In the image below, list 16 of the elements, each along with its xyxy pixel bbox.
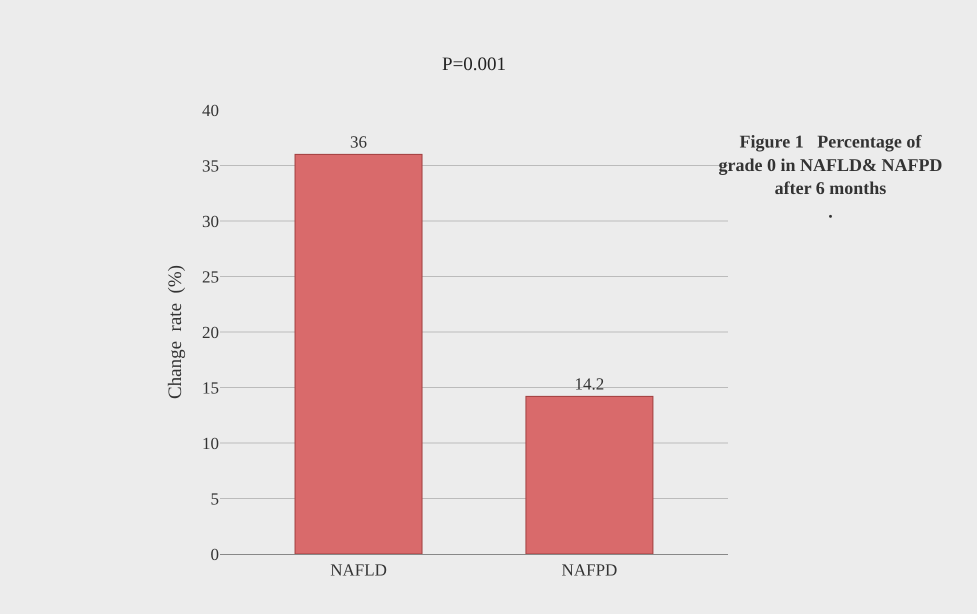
y-tick-label: 15 [202,378,219,398]
y-tick-label: 40 [202,100,219,120]
text: P=0.001 [442,54,506,75]
y-tick-label: 30 [202,212,219,231]
y-tick-label: 25 [202,267,219,286]
y-tick-label: 35 [202,156,219,176]
x-tick-label: NAFPD [562,560,618,580]
y-tick-label: 5 [210,489,219,508]
y-axis-title: Change rate (%) [164,265,186,399]
x-tick-label: NAFLD [330,560,387,580]
y-tick-label: 10 [202,434,219,453]
y-tick-label: 0 [210,544,219,564]
text: Figure 1 Percentage of grade 0 in NAFLD& NAFPD after 6 months . [718,131,942,222]
y-tick-label: 20 [202,322,219,342]
data-label: 14.2 [574,374,604,394]
data-label: 36 [350,132,368,152]
